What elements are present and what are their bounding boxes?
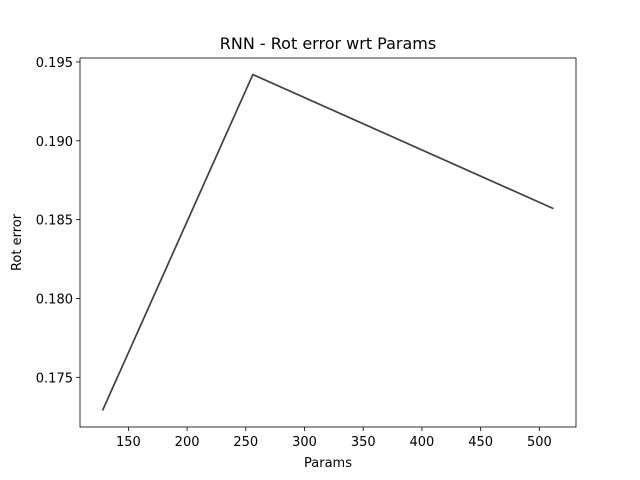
series-line — [101, 73, 554, 411]
chart-title: RNN - Rot error wrt Params — [220, 34, 436, 53]
y-axis-label: Rot error — [10, 213, 25, 271]
series-layer — [101, 73, 554, 411]
y-tick-label: 0.180 — [36, 292, 73, 307]
x-tick-label: 450 — [468, 435, 493, 450]
x-tick-label: 500 — [527, 435, 552, 450]
x-tick-label: 150 — [116, 435, 141, 450]
y-tick-label: 0.195 — [36, 56, 73, 71]
x-axis-label: Params — [304, 456, 352, 471]
x-tick-label: 250 — [233, 435, 258, 450]
x-axis: 150 200 250 300 350 400 450 500 — [116, 427, 552, 450]
x-tick-label: 300 — [292, 435, 317, 450]
y-tick-label: 0.190 — [36, 135, 73, 150]
x-tick-label: 200 — [175, 435, 200, 450]
y-tick-label: 0.175 — [36, 371, 73, 386]
x-tick-label: 400 — [410, 435, 435, 450]
y-axis: 0.175 0.180 0.185 0.190 0.195 — [36, 56, 80, 386]
plot-area — [79, 57, 577, 428]
y-tick-label: 0.185 — [36, 214, 73, 229]
x-tick-label: 350 — [351, 435, 376, 450]
